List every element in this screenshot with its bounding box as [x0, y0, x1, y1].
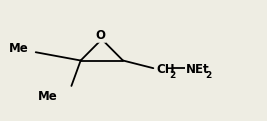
- Text: CH: CH: [156, 63, 175, 76]
- Text: Me: Me: [38, 90, 57, 103]
- Text: NEt: NEt: [186, 63, 209, 76]
- Text: 2: 2: [205, 71, 211, 80]
- Text: Me: Me: [9, 42, 29, 55]
- Text: 2: 2: [170, 71, 176, 80]
- Text: O: O: [96, 29, 105, 42]
